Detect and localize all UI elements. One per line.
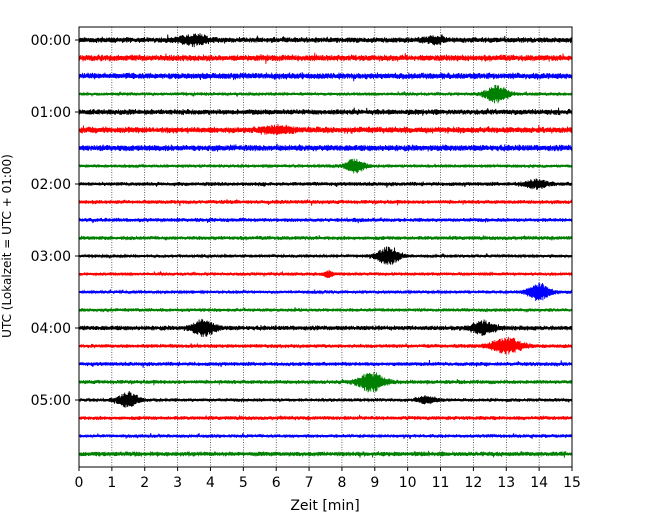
grid-lines — [111, 27, 540, 467]
plot-frame — [78, 26, 573, 468]
y-tick-label: 00:00 — [31, 33, 71, 49]
trace-0545 — [78, 450, 573, 458]
x-tick-label: 3 — [173, 475, 182, 491]
y-axis-label: UTC (Lokalzeit = UTC + 01:00) — [0, 154, 14, 338]
trace-0445 — [78, 371, 573, 393]
trace-0415 — [78, 336, 573, 355]
trace-0245 — [78, 235, 573, 241]
x-tick-label: 12 — [464, 475, 482, 491]
trace-0200 — [78, 178, 573, 190]
trace-0130 — [78, 143, 573, 152]
trace-0300 — [78, 246, 573, 265]
x-tick-label: 6 — [272, 475, 281, 491]
trace-0045 — [78, 84, 573, 104]
y-tick-label: 03:00 — [31, 249, 71, 265]
x-tick-label: 0 — [75, 475, 84, 491]
x-tick-label: 14 — [530, 475, 548, 491]
x-tick-label: 8 — [337, 475, 346, 491]
x-tick-label: 13 — [497, 475, 515, 491]
trace-0400 — [78, 318, 573, 337]
trace-0030 — [78, 72, 573, 82]
trace-0230 — [78, 217, 573, 224]
y-tick-label: 04:00 — [31, 321, 71, 337]
trace-0145 — [78, 158, 573, 174]
trace-0500 — [78, 390, 573, 408]
x-tick-label: 10 — [399, 475, 417, 491]
trace-0100 — [78, 107, 573, 116]
x-tick-label: 11 — [432, 475, 450, 491]
x-axis-ticks: 0 1 2 3 4 5 6 7 8 9 10 11 12 13 14 15 — [75, 467, 581, 491]
trace-0000 — [78, 33, 573, 48]
y-axis-ticks: 00:00 01:00 02:00 03:00 04:00 05:00 — [31, 33, 79, 409]
x-tick-label: 1 — [107, 475, 116, 491]
trace-0330 — [78, 282, 573, 302]
x-tick-label: 4 — [206, 475, 215, 491]
seismic-traces — [78, 33, 573, 458]
x-tick-label: 15 — [563, 475, 581, 491]
x-axis-label: Zeit [min] — [290, 498, 359, 514]
trace-0115 — [78, 123, 573, 135]
trace-0530 — [78, 432, 573, 440]
trace-0515 — [78, 414, 573, 421]
y-tick-label: 01:00 — [31, 105, 71, 121]
trace-0430 — [78, 360, 573, 368]
trace-0345 — [78, 307, 573, 313]
trace-0215 — [78, 199, 573, 206]
x-tick-label: 2 — [140, 475, 149, 491]
trace-0315 — [78, 269, 573, 279]
y-tick-label: 05:00 — [31, 393, 71, 409]
x-tick-label: 7 — [305, 475, 314, 491]
x-tick-label: 9 — [370, 475, 379, 491]
x-tick-label: 5 — [239, 475, 248, 491]
trace-0015 — [78, 52, 573, 64]
y-tick-label: 02:00 — [31, 177, 71, 193]
